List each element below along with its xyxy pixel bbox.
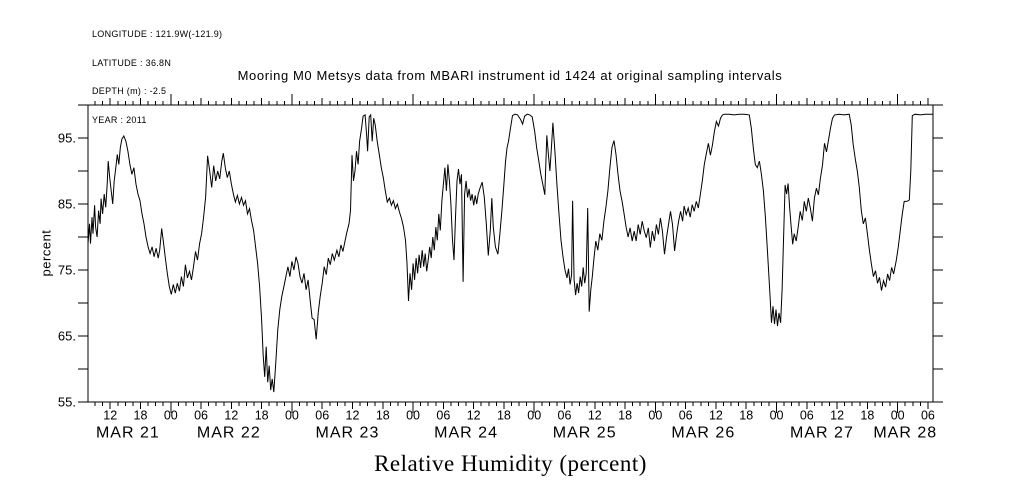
x-hour-label: 06 (921, 409, 935, 423)
x-hour-label: 00 (527, 409, 541, 423)
x-date-label: MAR 23 (316, 425, 380, 442)
metadata-year: YEAR : 2011 (92, 114, 147, 125)
x-hour-label: 12 (709, 409, 723, 423)
x-hour-label: 00 (406, 409, 420, 423)
x-hour-label: 12 (830, 409, 844, 423)
x-date-label: MAR 26 (671, 425, 735, 442)
x-hour-label: 18 (376, 409, 390, 423)
x-date-label: MAR 22 (197, 425, 261, 442)
x-date-label: MAR 27 (790, 425, 854, 442)
x-hour-label: 06 (558, 409, 572, 423)
x-hour-label: 18 (497, 409, 511, 423)
x-hour-label: 06 (436, 409, 450, 423)
x-date-label: MAR 28 (873, 425, 937, 442)
plot-frame (87, 104, 934, 403)
metadata-latitude: LATITUDE : 36.8N (92, 57, 172, 68)
x-hour-label: 12 (224, 409, 238, 423)
x-hour-label: 00 (770, 409, 784, 423)
y-tick-label: 55. (58, 395, 76, 410)
metadata-depth: DEPTH (m) : -2.5 (92, 86, 167, 96)
x-date-label: MAR 21 (96, 425, 160, 442)
x-hour-label: 06 (315, 409, 329, 423)
plot-title: Mooring M0 Metsys data from MBARI instru… (237, 68, 783, 83)
x-hour-label: 00 (648, 409, 662, 423)
x-hour-label: 18 (255, 409, 269, 423)
y-tick-label: 85. (58, 197, 76, 212)
x-date-label: MAR 24 (434, 425, 498, 442)
x-hour-label: 12 (346, 409, 360, 423)
y-tick-label: 95. (58, 131, 76, 146)
metadata-longitude: LONGITUDE : 121.9W(-121.9) (92, 29, 223, 39)
x-hour-label: 12 (467, 409, 481, 423)
x-hour-label: 06 (679, 409, 693, 423)
x-hour-label: 06 (800, 409, 814, 423)
x-hour-label: 12 (103, 409, 117, 423)
x-hour-label: 06 (194, 409, 208, 423)
y-tick-label: 65. (58, 329, 76, 344)
x-date-label: MAR 25 (553, 425, 617, 442)
x-hour-label: 12 (588, 409, 602, 423)
x-hour-label: 00 (891, 409, 905, 423)
humidity-data-line (87, 113, 933, 393)
y-tick-label: 75. (58, 263, 76, 278)
x-hour-label: 00 (285, 409, 299, 423)
x-hour-label: 18 (618, 409, 632, 423)
x-hour-label: 18 (134, 409, 148, 423)
x-hour-label: 00 (164, 409, 178, 423)
station-metadata: LONGITUDE : 121.9W(-121.9) LATITUDE : 36… (92, 11, 222, 144)
x-hour-label: 18 (860, 409, 874, 423)
x-hour-label: 18 (739, 409, 753, 423)
x-axis-caption: Relative Humidity (percent) (374, 451, 647, 476)
